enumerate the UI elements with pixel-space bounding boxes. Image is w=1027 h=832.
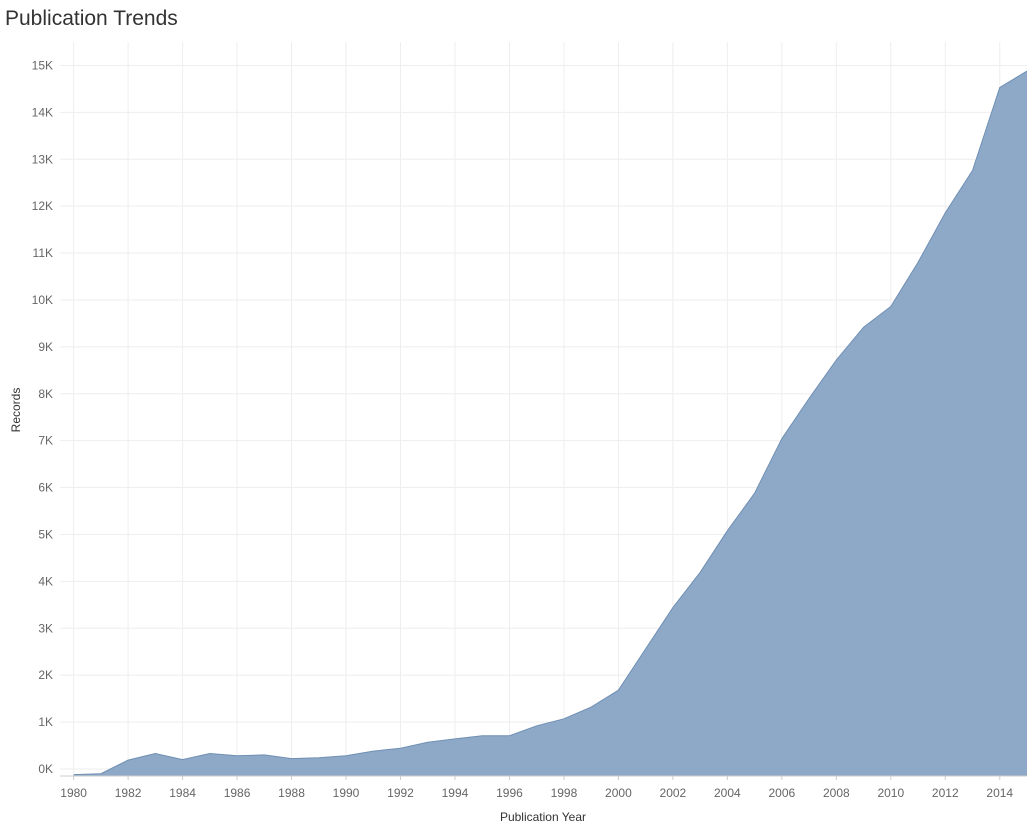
- x-tick-label: 2002: [660, 786, 687, 800]
- y-tick-label: 8K: [38, 387, 53, 401]
- y-tick-label: 3K: [38, 621, 53, 635]
- y-tick-label: 6K: [38, 481, 53, 495]
- y-tick-label: 2K: [38, 668, 53, 682]
- y-tick-label: 5K: [38, 527, 53, 541]
- x-tick-label: 2012: [932, 786, 959, 800]
- x-tick-label: 2004: [714, 786, 741, 800]
- x-tick-label: 1998: [551, 786, 578, 800]
- x-tick-label: 1996: [496, 786, 523, 800]
- x-tick-label: 1984: [169, 786, 196, 800]
- gridlines: [60, 42, 1027, 776]
- y-tick-label: 4K: [38, 574, 53, 588]
- y-tick-label: 0K: [38, 762, 53, 776]
- x-tick-label: 2014: [986, 786, 1013, 800]
- y-tick-label: 14K: [32, 105, 53, 119]
- y-tick-label: 12K: [32, 199, 53, 213]
- x-tick-label: 2000: [605, 786, 632, 800]
- x-tick-label: 2008: [823, 786, 850, 800]
- area-series: [73, 70, 1027, 776]
- x-tick-label: 1994: [442, 786, 469, 800]
- x-tick-label: 1988: [278, 786, 305, 800]
- area-fill: [73, 71, 1027, 776]
- x-tick-label: 2006: [768, 786, 795, 800]
- x-tick-label: 1986: [224, 786, 251, 800]
- y-tick-label: 1K: [38, 715, 53, 729]
- y-tick-label: 11K: [33, 246, 53, 260]
- axes: 0K 1K 2K 3K 4K 5K 6K 7K 8K 9K 10K 11K 12K 13K 14K 15K 19…: [32, 58, 1027, 800]
- y-axis-title: Records: [9, 388, 23, 433]
- chart-title: Publication Trends: [5, 7, 178, 30]
- x-tick-label: 1982: [115, 786, 142, 800]
- x-tick-label: 1992: [387, 786, 414, 800]
- y-tick-label: 9K: [38, 340, 53, 354]
- x-tick-label: 2010: [877, 786, 904, 800]
- x-tick-label: 1990: [333, 786, 360, 800]
- x-tick-label: 1980: [60, 786, 87, 800]
- y-tick-label: 10K: [32, 293, 53, 307]
- y-tick-label: 15K: [32, 58, 53, 72]
- y-tick-label: 13K: [32, 152, 53, 166]
- x-axis-title: Publication Year: [500, 810, 586, 824]
- series-line: [73, 70, 1027, 776]
- y-tick-label: 7K: [38, 434, 53, 448]
